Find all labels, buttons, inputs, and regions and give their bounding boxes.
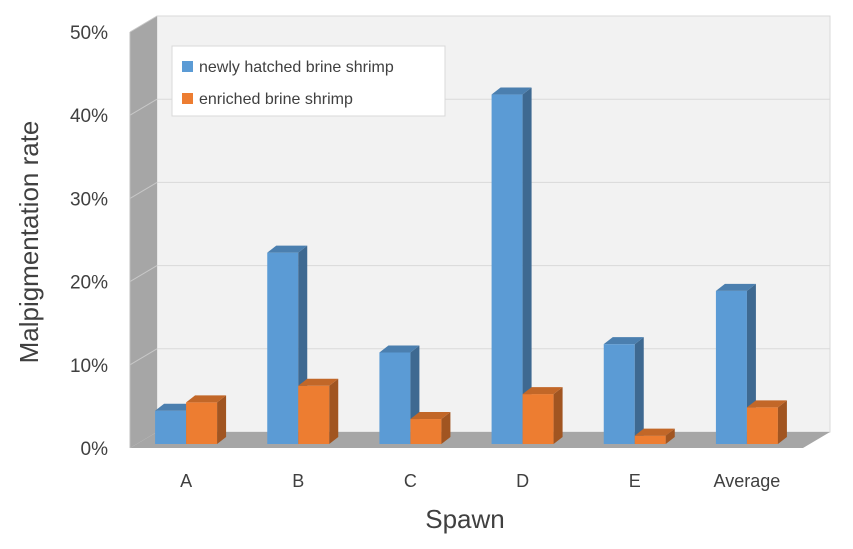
y-tick-label: 40%	[70, 106, 108, 127]
bar-front	[267, 252, 299, 444]
bar-side	[634, 337, 644, 444]
legend-entry: enriched brine shrimp	[199, 91, 353, 108]
x-tick-label: Average	[714, 471, 781, 491]
bar-side	[553, 387, 563, 444]
bar-top	[746, 400, 787, 408]
bars	[155, 87, 787, 444]
x-tick-label: E	[629, 471, 641, 491]
side-wall	[130, 16, 157, 448]
bar-top	[603, 337, 644, 345]
x-tick-label: D	[516, 471, 529, 491]
legend: newly hatched brine shrimp enriched brine…	[171, 45, 446, 117]
bar-front	[603, 344, 635, 444]
x-tick-label: B	[292, 471, 304, 491]
bar-top	[186, 395, 227, 403]
bar-side	[777, 400, 787, 444]
bar-top	[522, 387, 563, 395]
bar-c-enriched	[410, 412, 451, 444]
y-tick-label: 20%	[70, 273, 108, 294]
bar-average-enriched	[746, 400, 787, 444]
bar-top	[298, 378, 339, 386]
bar-side	[665, 428, 675, 444]
bar-b-newly-hatched	[267, 245, 308, 444]
bar-front	[522, 394, 554, 444]
legend-swatch	[182, 61, 193, 72]
bar-front	[186, 402, 218, 444]
x-axis-title: Spawn	[425, 504, 505, 534]
x-axis-ticks: A B C D E Average	[180, 471, 780, 491]
bar-side	[522, 87, 532, 444]
bar-front	[634, 435, 666, 444]
bar-front	[491, 94, 523, 444]
x-tick-label: C	[404, 471, 417, 491]
side-gridline	[129, 265, 158, 283]
bar-e-enriched	[634, 428, 675, 444]
y-axis-title: Malpigmentation rate	[14, 121, 44, 364]
side-gridline	[129, 181, 158, 199]
legend-swatch	[182, 93, 193, 104]
bar-e-newly-hatched	[603, 337, 644, 444]
bar-b-enriched	[298, 378, 339, 444]
side-gridline	[129, 98, 158, 116]
bar-top	[379, 345, 420, 353]
y-axis-ticks: 0% 10% 20% 30% 40% 50%	[70, 23, 108, 460]
x-tick-label: A	[180, 471, 192, 491]
y-tick-label: 30%	[70, 189, 108, 210]
bar-front	[746, 407, 778, 444]
bar-side	[329, 378, 339, 444]
bar-top	[634, 428, 675, 436]
bar-side	[217, 395, 227, 444]
bar-top	[410, 412, 451, 420]
bar-top	[267, 245, 308, 253]
bar-front	[410, 419, 442, 444]
bar-top	[715, 283, 756, 291]
bar-top	[155, 403, 196, 411]
y-tick-label: 0%	[81, 439, 109, 460]
bar-front	[155, 410, 187, 444]
legend-box	[171, 45, 446, 117]
bar-front	[298, 385, 330, 444]
bar-d-newly-hatched	[491, 87, 532, 444]
side-gridline	[129, 15, 158, 33]
y-tick-label: 10%	[70, 356, 108, 377]
side-gridline	[129, 348, 158, 366]
y-tick-label: 50%	[70, 23, 108, 44]
bar-top	[491, 87, 532, 95]
legend-entry: newly hatched brine shrimp	[199, 59, 394, 76]
bar-front	[379, 352, 411, 444]
bar-a-enriched	[186, 395, 227, 444]
bar-d-enriched	[522, 387, 563, 444]
bar-average-newly-hatched	[715, 283, 756, 444]
bar-front	[715, 290, 747, 444]
bar-side	[441, 412, 451, 444]
